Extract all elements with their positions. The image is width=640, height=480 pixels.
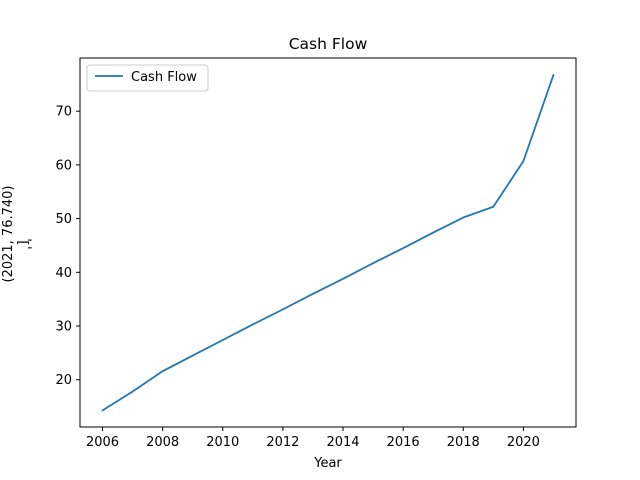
y-tick-label: 30 (55, 320, 72, 335)
legend-box (86, 64, 209, 92)
x-tick-label: 2020 (507, 435, 540, 450)
y-axis-label-line-3: ' ' (27, 238, 42, 249)
y-axis-label-line-2: ] (16, 240, 31, 245)
y-axis-ticks: 20 30 40 50 60 70 (55, 105, 80, 388)
y-tick-label: 40 (55, 266, 72, 281)
plot-frame (79, 57, 577, 428)
x-tick-label: 2018 (447, 435, 480, 450)
series-line-0 (101, 74, 555, 412)
y-axis-label: (2021, 76.740) ] ' ' (1, 186, 42, 283)
x-tick-label: 2014 (326, 435, 359, 450)
x-tick-label: 2012 (266, 435, 299, 450)
series-layer (101, 74, 555, 412)
x-axis-ticks: 2006 2008 2010 2012 2014 2016 2018 2020 (86, 427, 540, 450)
x-axis-label: Year (313, 456, 342, 471)
x-tick-label: 2010 (206, 435, 239, 450)
legend: Cash Flow (86, 64, 209, 92)
y-tick-label: 60 (55, 158, 72, 173)
x-tick-label: 2008 (146, 435, 179, 450)
legend-label: Cash Flow (131, 70, 197, 85)
x-tick-label: 2016 (387, 435, 420, 450)
x-tick-label: 2006 (86, 435, 119, 450)
y-tick-label: 50 (55, 212, 72, 227)
y-tick-label: 70 (55, 105, 72, 120)
y-tick-label: 20 (55, 373, 72, 388)
y-axis-label-line-1: (2021, 76.740) (1, 186, 16, 283)
chart-title: Cash Flow (289, 35, 368, 53)
